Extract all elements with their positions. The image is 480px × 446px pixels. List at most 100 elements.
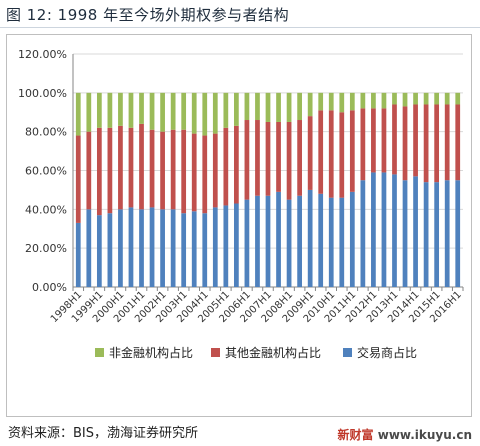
- bar-2003H1-其他金融机构占比: [181, 129, 187, 214]
- bar-2014H1-交易商占比: [413, 176, 418, 287]
- bar-2002H2-交易商占比: [170, 209, 176, 287]
- bar-2000H1-其他金融机构占比: [118, 125, 123, 210]
- legend-label: 交易商占比: [357, 345, 417, 360]
- legend-swatch: [95, 348, 104, 357]
- bar-2005H1-交易商占比: [223, 205, 229, 287]
- watermark: 新财富 www.ikuyu.cn: [338, 426, 472, 443]
- bar-1998H2-其他金融机构占比: [86, 131, 92, 210]
- y-tick-label: 60.00%: [25, 165, 67, 178]
- bar-2001H2-其他金融机构占比: [149, 129, 155, 208]
- bar-2004H2-非金融机构占比: [212, 92, 218, 134]
- source-note: 资料来源：BIS，渤海证券研究所: [8, 426, 199, 441]
- bar-2007H2-其他金融机构占比: [276, 121, 281, 192]
- bar-2009H2-非金融机构占比: [318, 92, 324, 111]
- bar-2011H2-交易商占比: [360, 180, 366, 287]
- bar-2009H1-非金融机构占比: [307, 92, 313, 117]
- bar-2004H1-非金融机构占比: [202, 92, 208, 136]
- bar-2013H2-其他金融机构占比: [402, 106, 408, 181]
- bar-2010H2-其他金融机构占比: [339, 112, 345, 198]
- bar-2010H1-非金融机构占比: [328, 92, 334, 111]
- bar-2016H1-其他金融机构占比: [455, 104, 461, 181]
- bar-2006H1-其他金融机构占比: [244, 120, 250, 200]
- bar-2002H2-其他金融机构占比: [170, 129, 176, 210]
- bar-2012H2-其他金融机构占比: [381, 108, 387, 173]
- bar-2006H1-非金融机构占比: [244, 92, 250, 121]
- legend-swatch: [211, 348, 220, 357]
- bar-1999H1-其他金融机构占比: [96, 127, 102, 216]
- legend-label: 其他金融机构占比: [225, 345, 321, 360]
- bar-2013H2-非金融机构占比: [402, 92, 408, 107]
- bar-2012H1-非金融机构占比: [371, 92, 376, 109]
- bar-2011H2-其他金融机构占比: [360, 108, 366, 181]
- bar-2004H2-交易商占比: [212, 207, 218, 287]
- bar-2008H1-交易商占比: [286, 199, 292, 287]
- watermark-brand: 新财富: [337, 428, 374, 442]
- bar-2011H1-交易商占比: [349, 191, 355, 287]
- bar-2011H1-非金融机构占比: [349, 92, 355, 111]
- bar-2009H2-其他金融机构占比: [318, 110, 324, 194]
- bar-2009H1-其他金融机构占比: [307, 116, 313, 190]
- y-tick-label: 40.00%: [25, 203, 67, 216]
- legend-swatch: [343, 348, 352, 357]
- bar-2000H1-非金融机构占比: [118, 92, 123, 126]
- bar-2014H1-非金融机构占比: [413, 92, 418, 105]
- bar-2006H2-其他金融机构占比: [255, 120, 260, 196]
- bar-2007H1-其他金融机构占比: [265, 121, 271, 196]
- bar-2003H2-交易商占比: [191, 211, 197, 287]
- y-tick-label: 120.00%: [18, 48, 67, 61]
- chart-frame: 0.00% 20.00% 40.00% 60.00% 80.00% 100.00% 120.…: [6, 34, 472, 417]
- bar-2014H2-非金融机构占比: [423, 92, 429, 105]
- bar-2009H2-交易商占比: [318, 193, 324, 287]
- bar-2015H2-非金融机构占比: [444, 92, 450, 105]
- bar-2007H2-交易商占比: [276, 191, 281, 287]
- figure-title: 图 12: 1998 年至今场外期权参与者结构: [6, 6, 290, 24]
- bar-2005H2-交易商占比: [234, 203, 239, 287]
- bar-2008H1-其他金融机构占比: [286, 121, 292, 200]
- bar-2014H2-其他金融机构占比: [423, 104, 429, 183]
- bar-2016H1-交易商占比: [455, 180, 461, 287]
- bar-1998H1-非金融机构占比: [75, 92, 81, 136]
- bar-2004H1-交易商占比: [202, 213, 208, 287]
- bar-2000H2-交易商占比: [128, 207, 134, 287]
- bar-1998H2-非金融机构占比: [86, 92, 92, 132]
- bar-2015H1-非金融机构占比: [434, 92, 440, 105]
- bar-2013H1-非金融机构占比: [392, 92, 397, 105]
- bar-2008H2-其他金融机构占比: [297, 120, 302, 196]
- bar-2007H1-非金融机构占比: [265, 92, 271, 122]
- bar-2004H2-其他金融机构占比: [212, 133, 218, 208]
- bar-2002H2-非金融机构占比: [170, 92, 176, 130]
- bar-2015H2-交易商占比: [444, 180, 450, 287]
- bar-1998H2-交易商占比: [86, 209, 92, 287]
- bar-2015H1-交易商占比: [434, 182, 440, 287]
- bar-2013H1-其他金融机构占比: [392, 104, 397, 175]
- bar-2005H1-非金融机构占比: [223, 92, 229, 128]
- bar-2010H1-其他金融机构占比: [328, 110, 334, 198]
- bar-1999H2-其他金融机构占比: [107, 127, 113, 214]
- bar-2001H1-交易商占比: [139, 209, 144, 287]
- bar-1998H1-其他金融机构占比: [75, 135, 81, 223]
- bar-2005H1-其他金融机构占比: [223, 127, 229, 206]
- bar-2013H2-交易商占比: [402, 180, 408, 287]
- bar-1998H1-交易商占比: [75, 222, 81, 287]
- bar-2010H1-交易商占比: [328, 197, 334, 287]
- y-tick-label: 20.00%: [25, 242, 67, 255]
- bar-2005H2-其他金融机构占比: [234, 125, 239, 204]
- watermark-url: www.ikuyu.cn: [377, 428, 472, 442]
- title-divider: [0, 27, 480, 28]
- bar-2012H1-交易商占比: [371, 172, 376, 287]
- bar-1999H2-非金融机构占比: [107, 92, 113, 128]
- bar-2009H1-交易商占比: [307, 189, 313, 287]
- bar-2010H2-交易商占比: [339, 197, 345, 287]
- bar-2012H2-交易商占比: [381, 172, 387, 287]
- bar-2005H2-非金融机构占比: [234, 92, 239, 126]
- bar-2003H1-交易商占比: [181, 213, 187, 287]
- bar-2004H1-其他金融机构占比: [202, 135, 208, 214]
- bar-2002H1-非金融机构占比: [160, 92, 165, 132]
- bar-2002H1-其他金融机构占比: [160, 131, 165, 210]
- bar-2008H2-交易商占比: [297, 195, 302, 287]
- bar-2002H1-交易商占比: [160, 209, 165, 287]
- bar-1999H1-非金融机构占比: [96, 92, 102, 128]
- bar-2016H1-非金融机构占比: [455, 92, 461, 105]
- bar-2011H2-非金融机构占比: [360, 92, 366, 109]
- bar-2001H1-其他金融机构占比: [139, 123, 144, 210]
